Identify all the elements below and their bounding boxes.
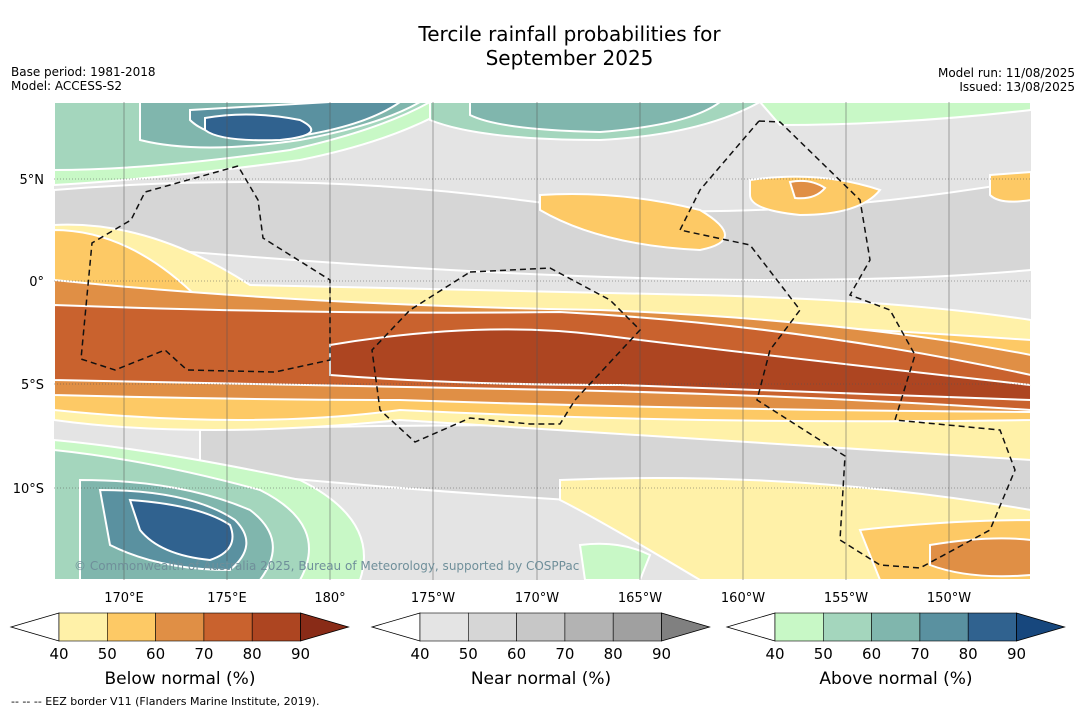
colorbar-max-extend bbox=[661, 612, 711, 642]
colorbar-tick-label: 50 bbox=[814, 645, 833, 663]
colorbar-min-extend bbox=[370, 612, 421, 642]
colorbar-above: 40 50 60 70 80 90 bbox=[725, 612, 1066, 663]
colorbar-segment bbox=[251, 612, 301, 642]
colorbar-tick-label: 80 bbox=[959, 645, 978, 663]
above-normal-label: Above normal (%) bbox=[819, 669, 973, 689]
title-line-1: Tercile rainfall probabilities for bbox=[418, 22, 721, 46]
colorbar-tick-label: 60 bbox=[862, 645, 881, 663]
lon-label: 155°W bbox=[824, 591, 868, 606]
lon-label: 180° bbox=[314, 591, 345, 606]
colorbar-tick-label: 50 bbox=[459, 645, 478, 663]
lon-label: 150°W bbox=[927, 591, 971, 606]
lat-label: 5°S bbox=[21, 378, 44, 393]
lon-label: 170°W bbox=[515, 591, 559, 606]
colorbar-near: 40 50 60 70 80 90 bbox=[370, 612, 711, 663]
colorbar-segment bbox=[822, 612, 872, 642]
colorbar-below: 40 50 60 70 80 90 bbox=[9, 612, 350, 663]
colorbar-tick-label: 40 bbox=[410, 645, 429, 663]
colorbar-min-extend bbox=[725, 612, 776, 642]
colorbar-tick-label: 70 bbox=[910, 645, 929, 663]
colorbar-tick-label: 70 bbox=[555, 645, 574, 663]
above-normal-north-east bbox=[758, 102, 1031, 127]
lon-label: 175°E bbox=[207, 591, 247, 606]
colorbar-segment bbox=[419, 612, 469, 642]
colorbar-segment bbox=[155, 612, 205, 642]
colorbar-segment bbox=[564, 612, 614, 642]
eez-west bbox=[80, 165, 331, 373]
colorbar-segment bbox=[58, 612, 108, 642]
graticule bbox=[54, 102, 1031, 580]
near-normal-50-band bbox=[54, 178, 1031, 281]
above-normal-60-north-central bbox=[469, 102, 722, 134]
lon-label: 160°W bbox=[721, 591, 765, 606]
above-normal-south-central bbox=[578, 542, 652, 580]
base-info: Base period: 1981-2018 Model: ACCESS-S2 bbox=[11, 65, 156, 93]
latitude-labels: 5°N 0° 5°S 10°S bbox=[13, 173, 44, 497]
colorbar-segment bbox=[871, 612, 921, 642]
colorbar-tick-label: 50 bbox=[98, 645, 117, 663]
eez-east bbox=[678, 120, 1016, 569]
below-normal-east-edge bbox=[989, 170, 1031, 203]
above-normal-80-north-west bbox=[204, 113, 313, 142]
colorbar-max-extend bbox=[1016, 612, 1066, 642]
colorbar-min-extend bbox=[9, 612, 60, 642]
colorbar-segment bbox=[919, 612, 969, 642]
colorbar-segment bbox=[107, 612, 156, 642]
near-normal-label: Near normal (%) bbox=[470, 669, 612, 689]
colorbar-tick-label: 60 bbox=[507, 645, 526, 663]
colorbar-segment bbox=[516, 612, 566, 642]
below-normal-label: Below normal (%) bbox=[104, 669, 256, 689]
colorbars: 40 50 60 70 80 90 40 50 60 70 80 90 40 50 60 70 80 90 bbox=[9, 612, 1066, 663]
base-period: Base period: 1981-2018 bbox=[11, 65, 156, 79]
colorbar-tick-label: 60 bbox=[146, 645, 165, 663]
issued-date: Issued: 13/08/2025 bbox=[959, 80, 1075, 94]
colorbar-tick-label: 80 bbox=[243, 645, 262, 663]
colorbar-tick-label: 90 bbox=[291, 645, 310, 663]
lon-label: 165°W bbox=[618, 591, 662, 606]
title-line-2: September 2025 bbox=[485, 46, 654, 70]
eez-central bbox=[371, 267, 642, 443]
colorbar-tick-label: 90 bbox=[1007, 645, 1026, 663]
colorbar-segment bbox=[203, 612, 253, 642]
colorbar-tick-label: 40 bbox=[765, 645, 784, 663]
lon-label: 175°W bbox=[411, 591, 455, 606]
colorbar-segment bbox=[774, 612, 824, 642]
below-normal-north-central bbox=[539, 193, 726, 252]
below-normal-60-south-east bbox=[929, 537, 1031, 578]
model-name: Model: ACCESS-S2 bbox=[11, 79, 123, 93]
colorbar-segment bbox=[967, 612, 1017, 642]
lat-label: 10°S bbox=[13, 482, 44, 497]
colorbar-max-extend bbox=[300, 612, 350, 642]
lon-label: 170°E bbox=[104, 591, 144, 606]
eez-footnote: -- -- -- EEZ border V11 (Flanders Marine… bbox=[11, 695, 320, 708]
colorbar-segment bbox=[467, 612, 517, 642]
chart-title: Tercile rainfall probabilities for Septe… bbox=[0, 22, 1085, 70]
lat-label: 0° bbox=[29, 275, 44, 290]
colorbar-tick-label: 40 bbox=[49, 645, 68, 663]
above-normal-80-south-west bbox=[128, 498, 234, 562]
colorbar-tick-label: 80 bbox=[604, 645, 623, 663]
model-run: Model run: 11/08/2025 bbox=[937, 66, 1075, 80]
run-info: Model run: 11/08/2025 Issued: 13/08/2025 bbox=[938, 66, 1075, 94]
eez-borders bbox=[80, 120, 1016, 569]
colorbar-tick-label: 70 bbox=[194, 645, 213, 663]
copyright-text: © Commonwealth of Australia 2025, Bureau… bbox=[74, 559, 579, 573]
lat-label: 5°N bbox=[20, 173, 45, 188]
below-normal-70-north-east bbox=[788, 179, 827, 200]
map-area: © Commonwealth of Australia 2025, Bureau… bbox=[54, 102, 1031, 580]
longitude-labels: 170°E 175°E 180° 175°W 170°W 165°W 160°W 155°W 1… bbox=[104, 591, 971, 606]
colorbar-segment bbox=[612, 612, 662, 642]
colorbar-tick-label: 90 bbox=[652, 645, 671, 663]
